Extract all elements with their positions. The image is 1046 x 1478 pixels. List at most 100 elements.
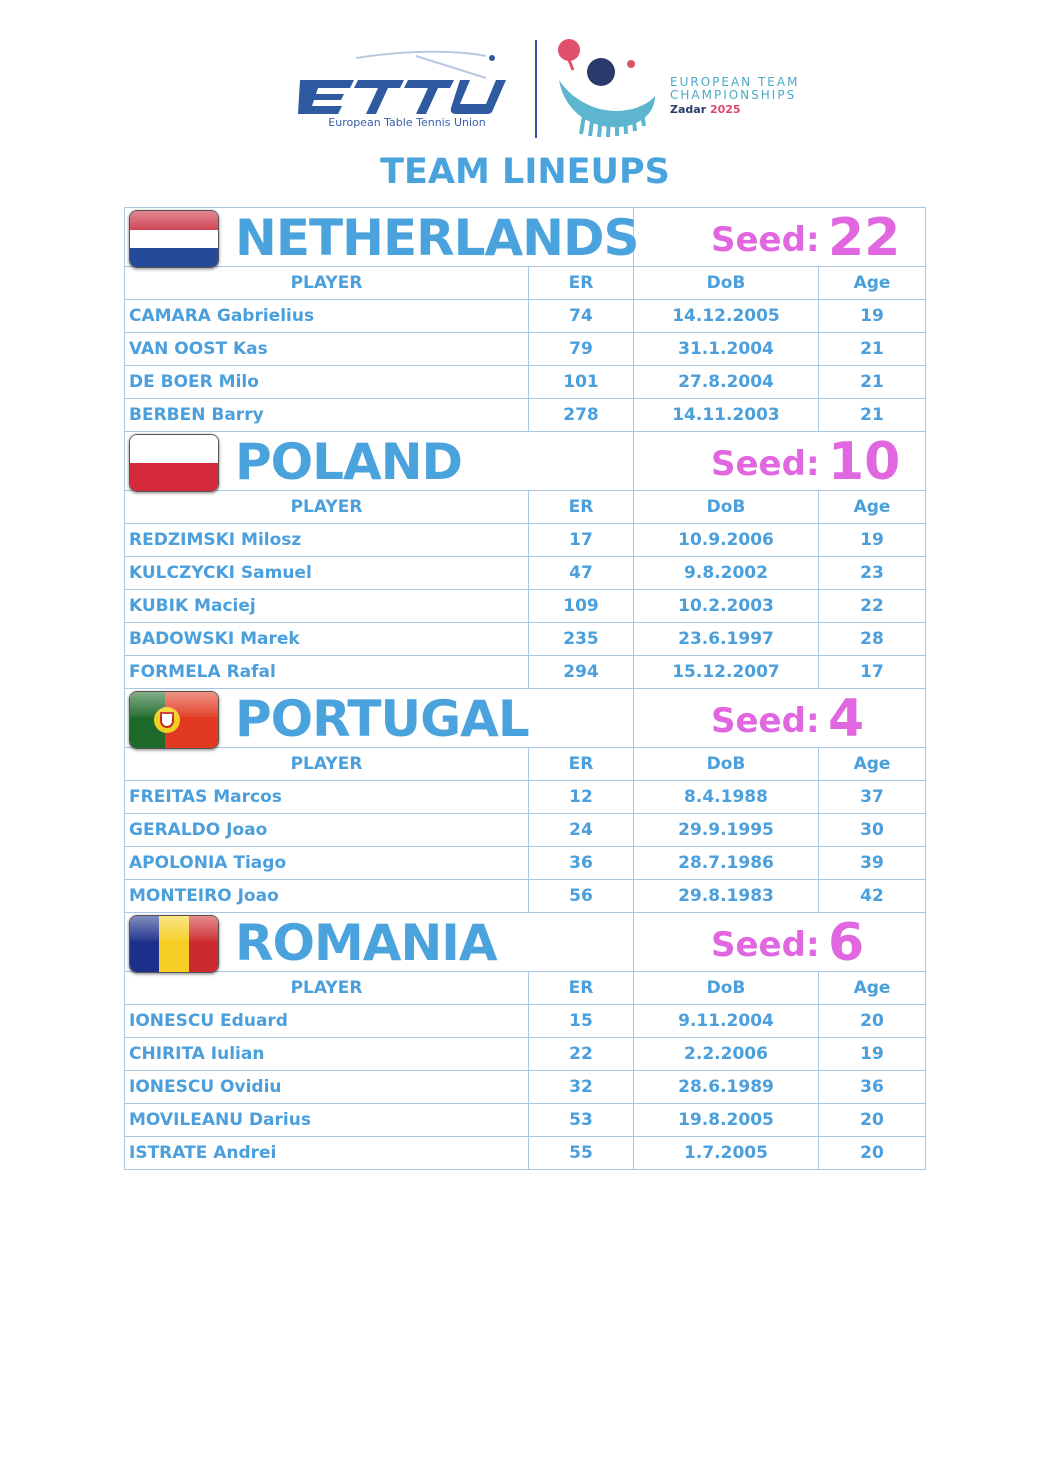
- event-city: Zadar: [670, 103, 707, 116]
- player-age: 36: [818, 1070, 926, 1104]
- player-row: CAMARA Gabrielius 74 14.12.2005 19: [124, 299, 926, 333]
- player-row: MOVILEANU Darius 53 19.8.2005 20: [124, 1103, 926, 1137]
- player-er: 32: [528, 1070, 634, 1104]
- player-row: IONESCU Eduard 15 9.11.2004 20: [124, 1004, 926, 1038]
- country-name: PORTUGAL: [235, 690, 530, 748]
- player-name: MOVILEANU Darius: [124, 1103, 529, 1137]
- seed-cell: Seed: 22: [633, 207, 926, 268]
- player-column-header: PLAYER: [124, 971, 529, 1005]
- player-age: 39: [818, 846, 926, 880]
- event-year: 2025: [709, 103, 741, 116]
- header-divider: [535, 40, 537, 138]
- player-name: DE BOER Milo: [124, 365, 529, 399]
- player-name: MONTEIRO Joao: [124, 879, 529, 913]
- player-age: 21: [818, 332, 926, 366]
- player-dob: 29.8.1983: [633, 879, 819, 913]
- player-row: KUBIK Maciej 109 10.2.2003 22: [124, 589, 926, 623]
- player-name: VAN OOST Kas: [124, 332, 529, 366]
- player-age: 42: [818, 879, 926, 913]
- seed-number: 4: [828, 689, 865, 749]
- age-column-header: Age: [818, 266, 926, 300]
- ettu-org-name: European Table Tennis Union: [328, 116, 486, 129]
- player-name: APOLONIA Tiago: [124, 846, 529, 880]
- seed-label: Seed:: [711, 220, 820, 260]
- player-dob: 10.9.2006: [633, 523, 819, 557]
- player-age: 17: [818, 655, 926, 689]
- dob-column-header: DoB: [633, 266, 819, 300]
- player-name: IONESCU Ovidiu: [124, 1070, 529, 1104]
- age-column-header: Age: [818, 490, 926, 524]
- player-dob: 1.7.2005: [633, 1136, 819, 1170]
- player-age: 30: [818, 813, 926, 847]
- seed-cell: Seed: 4: [633, 688, 926, 749]
- player-er: 22: [528, 1037, 634, 1071]
- event-location: Zadar 2025: [670, 102, 799, 118]
- country-name: ROMANIA: [235, 914, 498, 972]
- player-name: KULCZYCKI Samuel: [124, 556, 529, 590]
- player-age: 19: [818, 299, 926, 333]
- seed-label: Seed:: [711, 701, 820, 741]
- dob-column-header: DoB: [633, 490, 819, 524]
- player-name: GERALDO Joao: [124, 813, 529, 847]
- player-dob: 29.9.1995: [633, 813, 819, 847]
- player-age: 20: [818, 1103, 926, 1137]
- player-name: REDZIMSKI Milosz: [124, 523, 529, 557]
- player-dob: 8.4.1988: [633, 780, 819, 814]
- seed-number: 22: [828, 208, 901, 268]
- poland-flag-icon: [129, 434, 219, 492]
- player-row: VAN OOST Kas 79 31.1.2004 21: [124, 332, 926, 366]
- player-row: DE BOER Milo 101 27.8.2004 21: [124, 365, 926, 399]
- player-dob: 31.1.2004: [633, 332, 819, 366]
- player-dob: 14.12.2005: [633, 299, 819, 333]
- player-dob: 28.6.1989: [633, 1070, 819, 1104]
- seed-cell: Seed: 10: [633, 431, 926, 492]
- romania-flag-icon: [129, 915, 219, 973]
- player-row: CHIRITA Iulian 22 2.2.2006 19: [124, 1037, 926, 1071]
- dob-column-header: DoB: [633, 747, 819, 781]
- event-name: EUROPEAN TEAM CHAMPIONSHIPS Zadar 2025: [670, 76, 799, 118]
- dob-column-header: DoB: [633, 971, 819, 1005]
- player-row: MONTEIRO Joao 56 29.8.1983 42: [124, 879, 926, 913]
- player-name: FREITAS Marcos: [124, 780, 529, 814]
- player-row: REDZIMSKI Milosz 17 10.9.2006 19: [124, 523, 926, 557]
- player-er: 12: [528, 780, 634, 814]
- country-cell: POLAND: [124, 431, 634, 492]
- player-er: 15: [528, 1004, 634, 1038]
- seed-number: 6: [828, 913, 865, 973]
- player-name: ISTRATE Andrei: [124, 1136, 529, 1170]
- player-er: 74: [528, 299, 634, 333]
- player-row: APOLONIA Tiago 36 28.7.1986 39: [124, 846, 926, 880]
- player-dob: 14.11.2003: [633, 398, 819, 432]
- player-dob: 28.7.1986: [633, 846, 819, 880]
- player-er: 235: [528, 622, 634, 656]
- country-row: POLAND Seed: 10: [124, 431, 926, 492]
- seed-cell: Seed: 6: [633, 912, 926, 973]
- country-row: NETHERLANDS Seed: 22: [124, 207, 926, 268]
- player-row: ISTRATE Andrei 55 1.7.2005 20: [124, 1136, 926, 1170]
- column-header-row: PLAYER ER DoB Age: [124, 266, 926, 300]
- column-header-row: PLAYER ER DoB Age: [124, 747, 926, 781]
- portugal-flag-icon: [129, 691, 219, 749]
- ettu-logo: [298, 50, 506, 114]
- er-column-header: ER: [528, 490, 634, 524]
- player-name: BADOWSKI Marek: [124, 622, 529, 656]
- player-er: 278: [528, 398, 634, 432]
- player-name: IONESCU Eduard: [124, 1004, 529, 1038]
- player-name: CHIRITA Iulian: [124, 1037, 529, 1071]
- column-header-row: PLAYER ER DoB Age: [124, 490, 926, 524]
- player-er: 36: [528, 846, 634, 880]
- seed-label: Seed:: [711, 444, 820, 484]
- player-row: GERALDO Joao 24 29.9.1995 30: [124, 813, 926, 847]
- er-column-header: ER: [528, 747, 634, 781]
- player-row: FREITAS Marcos 12 8.4.1988 37: [124, 780, 926, 814]
- team-lineups-table: NETHERLANDS Seed: 22 PLAYER ER DoB Age CAMARA G…: [124, 207, 926, 1170]
- player-row: BADOWSKI Marek 235 23.6.1997 28: [124, 622, 926, 656]
- player-er: 24: [528, 813, 634, 847]
- player-dob: 15.12.2007: [633, 655, 819, 689]
- player-dob: 9.11.2004: [633, 1004, 819, 1038]
- country-row: ROMANIA Seed: 6: [124, 912, 926, 973]
- age-column-header: Age: [818, 971, 926, 1005]
- player-age: 19: [818, 1037, 926, 1071]
- seed-number: 10: [828, 432, 901, 492]
- player-er: 79: [528, 332, 634, 366]
